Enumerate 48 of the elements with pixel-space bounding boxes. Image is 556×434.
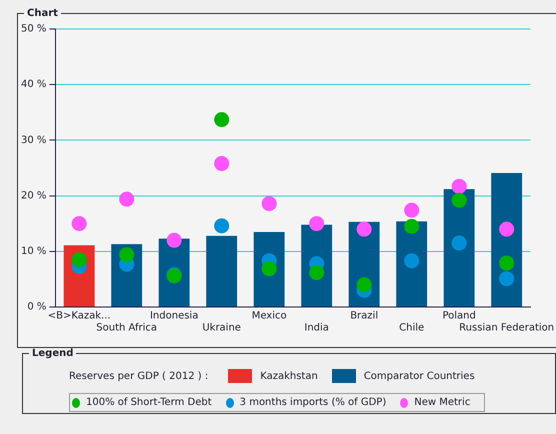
legend-label: New Metric [414,397,470,408]
point [72,216,87,232]
point [309,216,324,232]
point [452,178,467,194]
x-tick-label: Indonesia [150,310,198,322]
y-tick-label: 40 % [21,79,46,90]
point [404,218,420,234]
point [499,222,514,237]
text: Legend [31,348,74,359]
point [404,253,420,268]
point [452,236,467,251]
point [356,222,372,237]
legend-label: 3 months imports (% of GDP) [240,397,386,408]
y-tick-label: 10 % [21,246,46,257]
point [499,256,514,271]
legend-label: 100% of Short-Term Debt [86,397,212,408]
y-tick-label: 0 % [27,302,46,313]
x-tick-label: Brazil [350,310,378,322]
y-tick-label: 30 % [21,134,46,146]
x-tick-label: South Africa [96,322,158,334]
chart-title: Chart [26,8,59,19]
point [499,271,514,286]
legend-label: Kazakhstan [260,370,318,382]
point [309,265,324,280]
legend-label: Comparator Countries [364,370,475,382]
point [356,277,372,292]
x-tick-label: Russian Federation [459,322,554,334]
point [72,252,87,268]
point [452,192,467,208]
point [262,261,277,276]
point [214,218,230,234]
legend-title: Reserves per GDP ( 2012 ) : [69,370,208,382]
x-tick-label: <B>Kazak... [48,310,111,322]
x-tick-label: India [304,322,329,334]
point [214,156,230,172]
point [119,247,134,262]
y-tick-label: 20 % [21,190,46,202]
x-tick-label: Ukraine [202,322,241,334]
x-tick-label: Mexico [252,310,287,322]
point [119,192,134,207]
point [214,112,230,128]
point [404,202,420,218]
point [262,196,277,212]
x-tick-label: Chile [399,322,424,334]
y-tick-label: 50 % [21,24,46,35]
point [166,232,182,248]
bar [206,236,238,306]
x-tick-label: Poland [442,310,476,322]
